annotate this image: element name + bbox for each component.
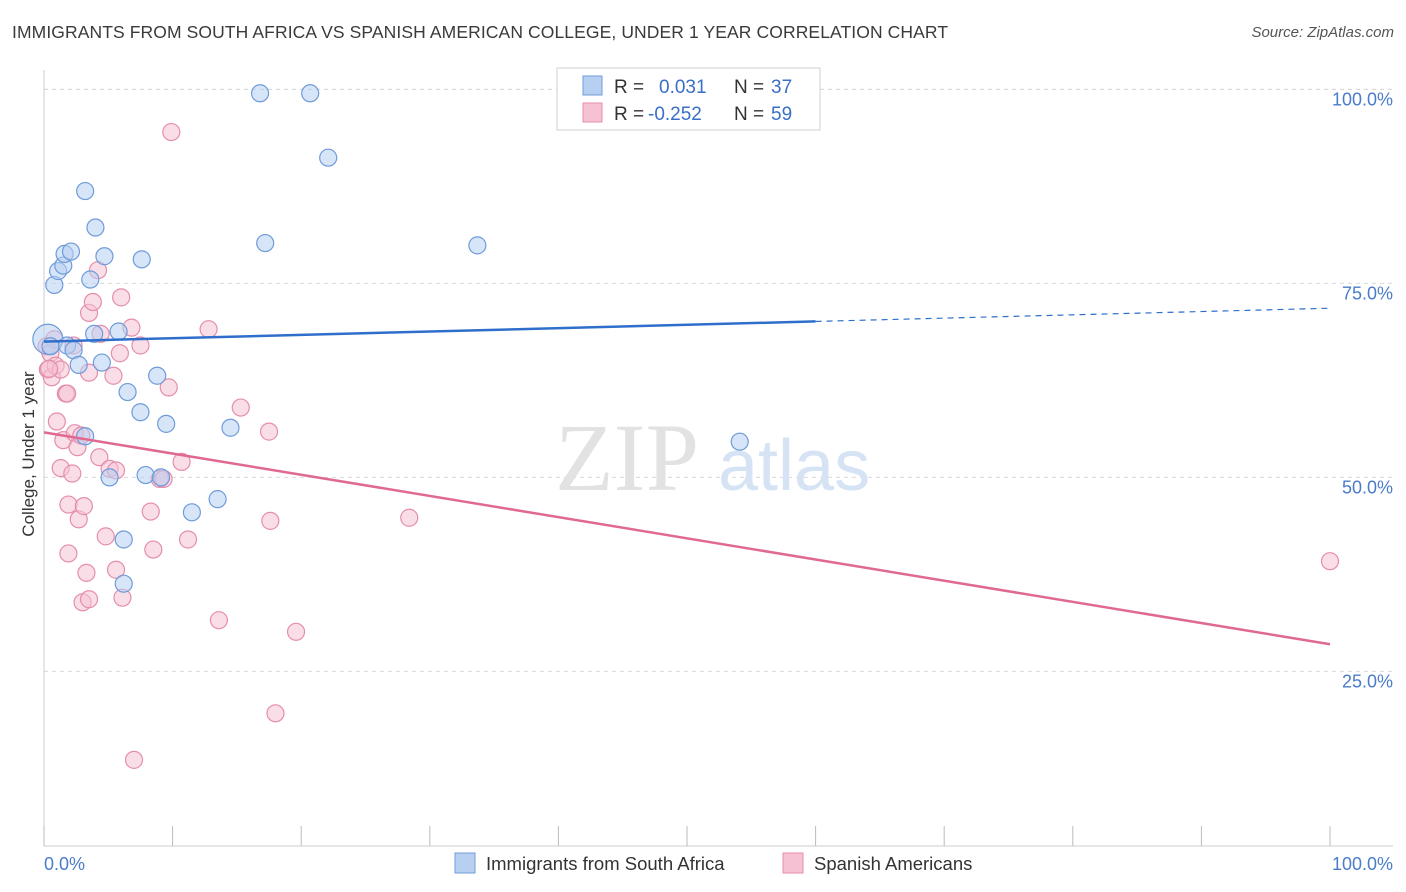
data-point-south-africa <box>100 468 119 487</box>
data-point-south-africa <box>319 148 338 167</box>
data-point-south-africa <box>69 355 88 374</box>
data-point-spanish-americans <box>90 448 109 467</box>
data-point-south-africa <box>76 181 95 201</box>
y-axis-label: College, Under 1 year <box>19 371 38 537</box>
data-point-spanish-americans <box>83 292 102 312</box>
legend-swatch-series1 <box>582 75 603 96</box>
data-point-spanish-americans <box>266 704 285 723</box>
data-point-south-africa <box>730 432 749 451</box>
data-point-spanish-americans <box>286 622 306 641</box>
bottom-legend-label-series1: Immigrants from South Africa <box>486 853 725 874</box>
data-point-south-africa <box>157 414 176 433</box>
data-point-spanish-americans <box>77 563 96 582</box>
data-point-spanish-americans <box>209 611 228 630</box>
data-point-south-africa <box>250 84 270 103</box>
data-point-south-africa <box>114 574 133 593</box>
data-point-spanish-americans <box>259 422 279 441</box>
data-point-south-africa <box>76 427 95 446</box>
data-point-spanish-americans <box>131 336 150 355</box>
data-point-south-africa <box>256 233 275 253</box>
legend-swatch-series2 <box>582 102 603 123</box>
data-point-south-africa <box>114 530 133 549</box>
data-point-south-africa <box>148 366 167 385</box>
x-tick-label-max: 100.0% <box>1332 854 1393 874</box>
bottom-legend-label-series2: Spanish Americans <box>814 853 972 874</box>
legend-r-value-1: 0.031 <box>659 77 707 98</box>
data-point-spanish-americans <box>172 452 191 471</box>
data-point-spanish-americans <box>79 590 99 609</box>
data-point-south-africa <box>85 324 104 343</box>
data-point-south-africa <box>182 503 201 522</box>
correlation-legend: R = 0.031 N = 37 R = -0.252 N = 59 <box>556 67 821 131</box>
data-point-south-africa <box>208 490 227 509</box>
data-point-spanish-americans <box>104 366 123 385</box>
data-point-spanish-americans <box>231 398 250 417</box>
data-point-south-africa <box>131 403 150 422</box>
data-point-south-africa <box>301 84 320 103</box>
data-point-south-africa <box>61 242 81 261</box>
data-point-spanish-americans <box>40 359 59 378</box>
legend-n-value-2: 59 <box>771 104 792 125</box>
trend-line-spanish-americans <box>43 431 1331 646</box>
scatter-points <box>32 84 1340 769</box>
watermark: ZIP atlas <box>555 404 870 511</box>
data-point-south-africa <box>136 465 155 485</box>
data-point-south-africa <box>132 250 151 269</box>
data-point-south-africa <box>468 236 487 255</box>
legend-r-label-2: R = <box>614 104 644 125</box>
data-point-spanish-americans <box>162 122 181 142</box>
data-point-spanish-americans <box>178 530 198 549</box>
data-point-spanish-americans <box>59 544 78 563</box>
chart-title: IMMIGRANTS FROM SOUTH AFRICA VS SPANISH … <box>12 22 949 42</box>
data-point-spanish-americans <box>141 502 160 521</box>
bottom-legend-swatch-series1 <box>454 852 476 874</box>
data-point-spanish-americans <box>159 378 178 397</box>
data-point-spanish-americans <box>63 464 82 483</box>
data-point-south-africa <box>92 353 111 372</box>
data-point-spanish-americans <box>58 384 77 403</box>
y-tick-label: 100.0% <box>1332 89 1393 109</box>
data-point-spanish-americans <box>110 344 129 363</box>
data-point-south-africa <box>81 270 100 289</box>
data-point-south-africa <box>95 247 114 266</box>
data-point-south-africa <box>151 468 171 487</box>
data-point-south-africa <box>109 322 128 341</box>
data-point-spanish-americans <box>1320 552 1340 571</box>
bottom-legend-swatch-series2 <box>782 852 804 874</box>
data-point-south-africa <box>118 382 137 402</box>
trend-line-south-africa <box>43 320 816 343</box>
axes <box>43 70 1393 847</box>
data-point-spanish-americans <box>74 497 93 516</box>
legend-r-label-1: R = <box>614 77 644 98</box>
data-point-spanish-americans <box>96 527 115 546</box>
data-point-spanish-americans <box>106 560 126 579</box>
data-point-spanish-americans <box>199 320 218 339</box>
bottom-legend: Immigrants from South Africa Spanish Ame… <box>454 852 972 874</box>
x-tick-label-min: 0.0% <box>44 854 85 874</box>
data-point-spanish-americans <box>144 540 163 559</box>
trend-line-south-africa-extension <box>815 307 1331 323</box>
legend-n-label-1: N = <box>734 77 764 98</box>
trend-lines <box>43 307 1331 646</box>
legend-n-value-1: 37 <box>771 77 792 98</box>
data-point-spanish-americans <box>47 412 66 431</box>
legend-n-label-2: N = <box>734 104 764 125</box>
data-point-spanish-americans <box>112 288 131 307</box>
data-point-south-africa <box>221 418 240 437</box>
chart-source: Source: ZipAtlas.com <box>1251 24 1394 41</box>
data-point-spanish-americans <box>261 511 280 530</box>
data-point-spanish-americans <box>59 495 78 514</box>
data-point-south-africa <box>86 218 105 237</box>
grid <box>44 88 1393 672</box>
y-tick-label: 50.0% <box>1342 477 1393 497</box>
y-tick-labels: 25.0% 50.0% 75.0% 100.0% <box>1332 89 1393 691</box>
data-point-spanish-americans <box>124 750 144 769</box>
watermark-zip: ZIP <box>555 404 699 511</box>
y-tick-label: 75.0% <box>1342 283 1393 303</box>
legend-r-value-2: -0.252 <box>648 104 702 125</box>
y-tick-label: 25.0% <box>1342 671 1393 691</box>
data-point-spanish-americans <box>400 508 419 527</box>
